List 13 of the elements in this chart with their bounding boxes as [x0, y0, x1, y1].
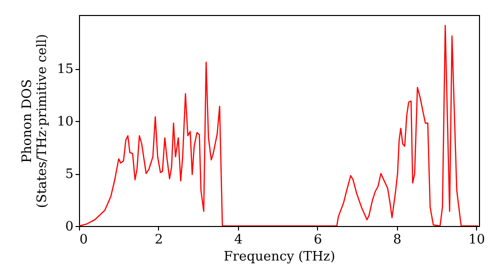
x-tick-label: 6 — [314, 232, 322, 248]
y-tick-label: 10 — [56, 114, 74, 130]
x-axis-title: Frequency (THz) — [224, 250, 336, 264]
y-tick-label: 15 — [56, 62, 74, 78]
x-tick-label: 0 — [80, 232, 88, 248]
line-series — [79, 24, 479, 226]
x-tick-label: 2 — [154, 232, 164, 248]
y-tick-label: 5 — [65, 167, 74, 182]
x-tick-label: 4 — [234, 232, 243, 248]
y-tick-label: 0 — [65, 220, 74, 234]
x-tick-label: 10 — [468, 232, 485, 248]
y-axis-title: Phonon DOS (States/THz·primitive cell) — [20, 34, 50, 208]
x-tick-label: 8 — [393, 232, 402, 248]
